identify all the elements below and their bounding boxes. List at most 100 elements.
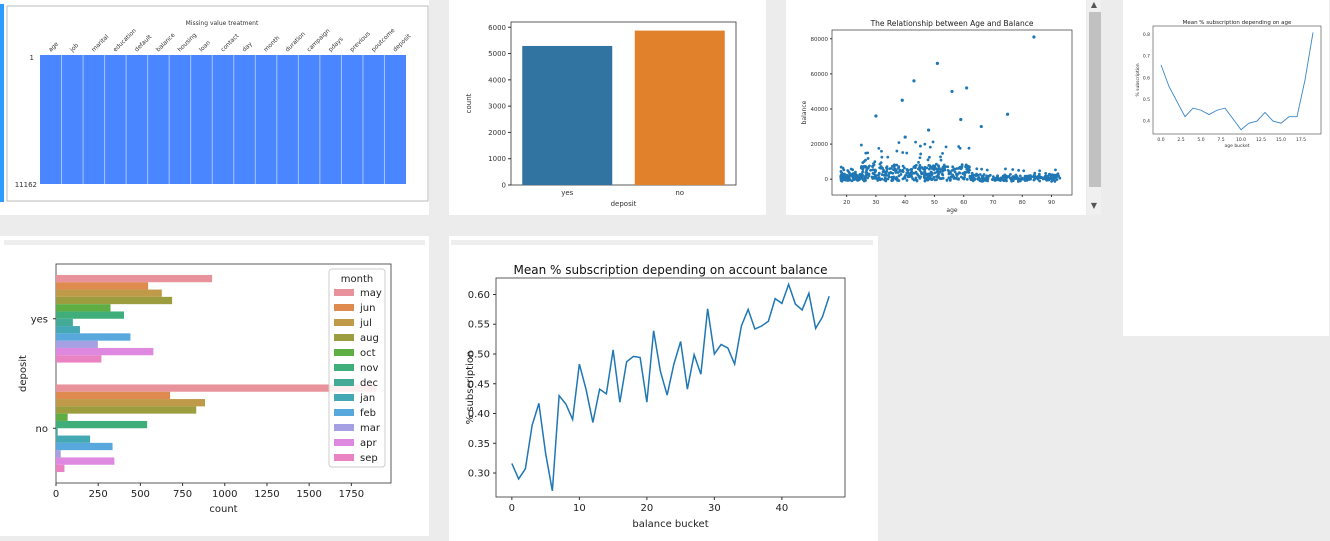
scatter-point — [914, 170, 918, 174]
column-label: pdays — [327, 36, 345, 54]
scatter-point — [982, 173, 986, 176]
scatter-point — [925, 176, 929, 180]
scatter-point — [1005, 179, 1008, 183]
scatter-point — [941, 151, 944, 155]
scrollbar-thumb[interactable] — [1089, 12, 1101, 187]
scatter-point — [933, 178, 937, 182]
y-tick-label: 0.40 — [468, 409, 490, 420]
scatter-point — [955, 174, 959, 177]
scatter-point — [1032, 35, 1036, 39]
scatter-point — [839, 165, 843, 169]
scatter-point — [860, 172, 864, 176]
scatter-point — [895, 176, 899, 180]
bar-yes-jun — [56, 282, 149, 290]
legend-label: may — [360, 288, 382, 299]
scatter-point — [926, 178, 930, 182]
scatter-point — [1030, 175, 1034, 179]
scatter-point — [931, 140, 935, 144]
scatter-point — [912, 79, 916, 83]
scatter-point — [937, 169, 940, 172]
scatter-point — [885, 169, 889, 173]
scatter-point — [965, 177, 969, 181]
scroll-up-icon[interactable]: ▲ — [1090, 0, 1098, 9]
scatter-point — [886, 177, 890, 181]
missing-matrix-fill — [40, 55, 406, 184]
scatter-point — [981, 175, 985, 179]
scatter-point — [936, 173, 940, 177]
scatter-point — [986, 177, 990, 181]
y-tick-label: no — [36, 424, 48, 435]
scatter-point — [852, 174, 856, 178]
column-label: housing — [176, 32, 198, 54]
bar-yes-mar — [56, 340, 98, 348]
legend-swatch — [334, 424, 354, 431]
scatter-point — [1002, 178, 1006, 182]
scatter-point — [985, 168, 989, 172]
missing-chart-frame — [6, 5, 429, 202]
bar-no-jul — [56, 399, 206, 407]
x-tick-label: 7.5 — [1217, 137, 1224, 143]
legend-swatch — [334, 349, 354, 356]
scatter-point — [937, 164, 940, 167]
scatter-point — [1038, 179, 1042, 183]
scatter-point — [1055, 178, 1059, 182]
y-tick-label: 0.7 — [1143, 54, 1150, 60]
scatter-point — [987, 174, 991, 178]
y-tick-label: 0.30 — [468, 469, 490, 480]
scatter-point — [871, 165, 874, 168]
scroll-down-icon[interactable]: ▼ — [1090, 201, 1098, 210]
scatter-point — [858, 174, 862, 178]
scatter-point — [923, 142, 927, 146]
legend-label: dec — [360, 378, 378, 389]
series-line — [1160, 32, 1314, 131]
y-tick-label: 0 — [502, 182, 506, 190]
y-tick-label: 2000 — [488, 129, 506, 137]
scatter-point — [968, 168, 971, 172]
scatter-point — [877, 146, 881, 150]
scatter-point — [897, 166, 900, 170]
scatter-point — [999, 176, 1002, 180]
scatter-point — [892, 175, 896, 179]
scatter-point — [919, 144, 922, 148]
scatter-point — [935, 61, 939, 65]
x-tick-label: 30 — [872, 200, 879, 206]
scatter-point — [1052, 176, 1056, 179]
x-axis-label: age bucket — [1225, 143, 1250, 149]
scatter-point — [963, 170, 967, 174]
chart-title: The Relationship between Age and Balance — [870, 19, 1034, 28]
scatter-point — [864, 175, 867, 178]
scatter-point — [846, 179, 850, 182]
scatter-point — [886, 155, 890, 159]
plot-frame — [495, 277, 846, 498]
scatter-point — [895, 163, 899, 167]
scatter-point — [901, 164, 905, 168]
bar-no — [634, 30, 725, 185]
scatter-point — [991, 175, 995, 179]
x-tick-label: 70 — [989, 200, 996, 206]
scatter-point — [885, 166, 888, 170]
x-tick-label: 1000 — [212, 489, 237, 500]
scatter-point — [1033, 173, 1037, 177]
scatter-point — [871, 171, 875, 175]
scatter-point — [928, 177, 932, 181]
x-tick-label: 20 — [843, 200, 850, 206]
row-label-bottom: 11162 — [15, 181, 37, 189]
scatter-point — [943, 168, 947, 172]
scatter-point — [970, 171, 974, 175]
scatter-point — [1058, 176, 1062, 180]
legend-title: month — [341, 274, 373, 285]
y-axis-label: balance — [801, 100, 808, 124]
scatter-point — [859, 166, 863, 170]
scatter-point — [905, 178, 909, 182]
scatter-point — [905, 167, 909, 171]
scatter-point — [927, 172, 931, 176]
plot-frame — [1152, 25, 1322, 135]
scatter-point — [1034, 175, 1038, 179]
y-tick-label: 5000 — [488, 50, 506, 58]
scatter-point — [900, 98, 904, 102]
scatter-point — [879, 165, 883, 169]
scatter-point — [901, 151, 905, 154]
scatter-point — [918, 156, 922, 160]
y-axis-label: % subscription — [1135, 63, 1141, 96]
scatter-point — [1045, 178, 1049, 182]
